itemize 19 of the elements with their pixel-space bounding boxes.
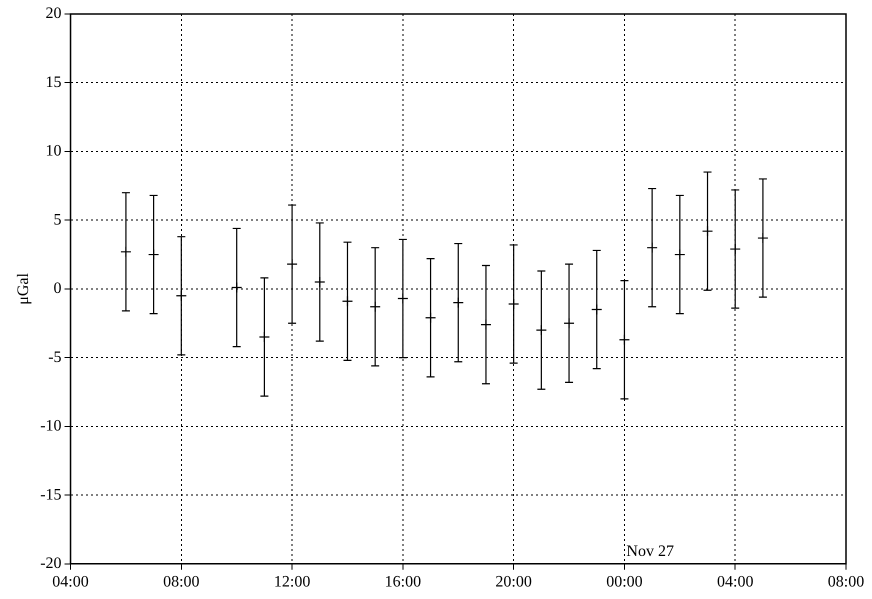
y-tick-label: 5 [54, 211, 62, 228]
y-tick-label: -20 [40, 555, 62, 572]
x-tick-label: 04:00 [52, 574, 89, 591]
x-tick-label: 20:00 [495, 574, 532, 591]
x-tick-label: 16:00 [384, 574, 422, 591]
y-tick-label: 10 [46, 142, 62, 160]
y-tick-label: 15 [46, 74, 62, 91]
x-tick-label: 12:00 [274, 574, 310, 591]
x-tick-label: 04:00 [716, 574, 754, 591]
x-tick-label: 00:00 [606, 574, 643, 591]
x-tick-label: 08:00 [163, 574, 200, 591]
y-tick-label: -10 [40, 418, 62, 435]
y-tick-label: -15 [40, 486, 62, 504]
y-tick-label: 20 [46, 5, 62, 22]
y-axis-title: μGal [14, 272, 32, 305]
y-tick-label: 0 [54, 280, 62, 298]
x-tick-label: 08:00 [828, 574, 864, 591]
annotation: Nov 27 [626, 543, 674, 560]
y-tick-label: -5 [48, 348, 62, 366]
